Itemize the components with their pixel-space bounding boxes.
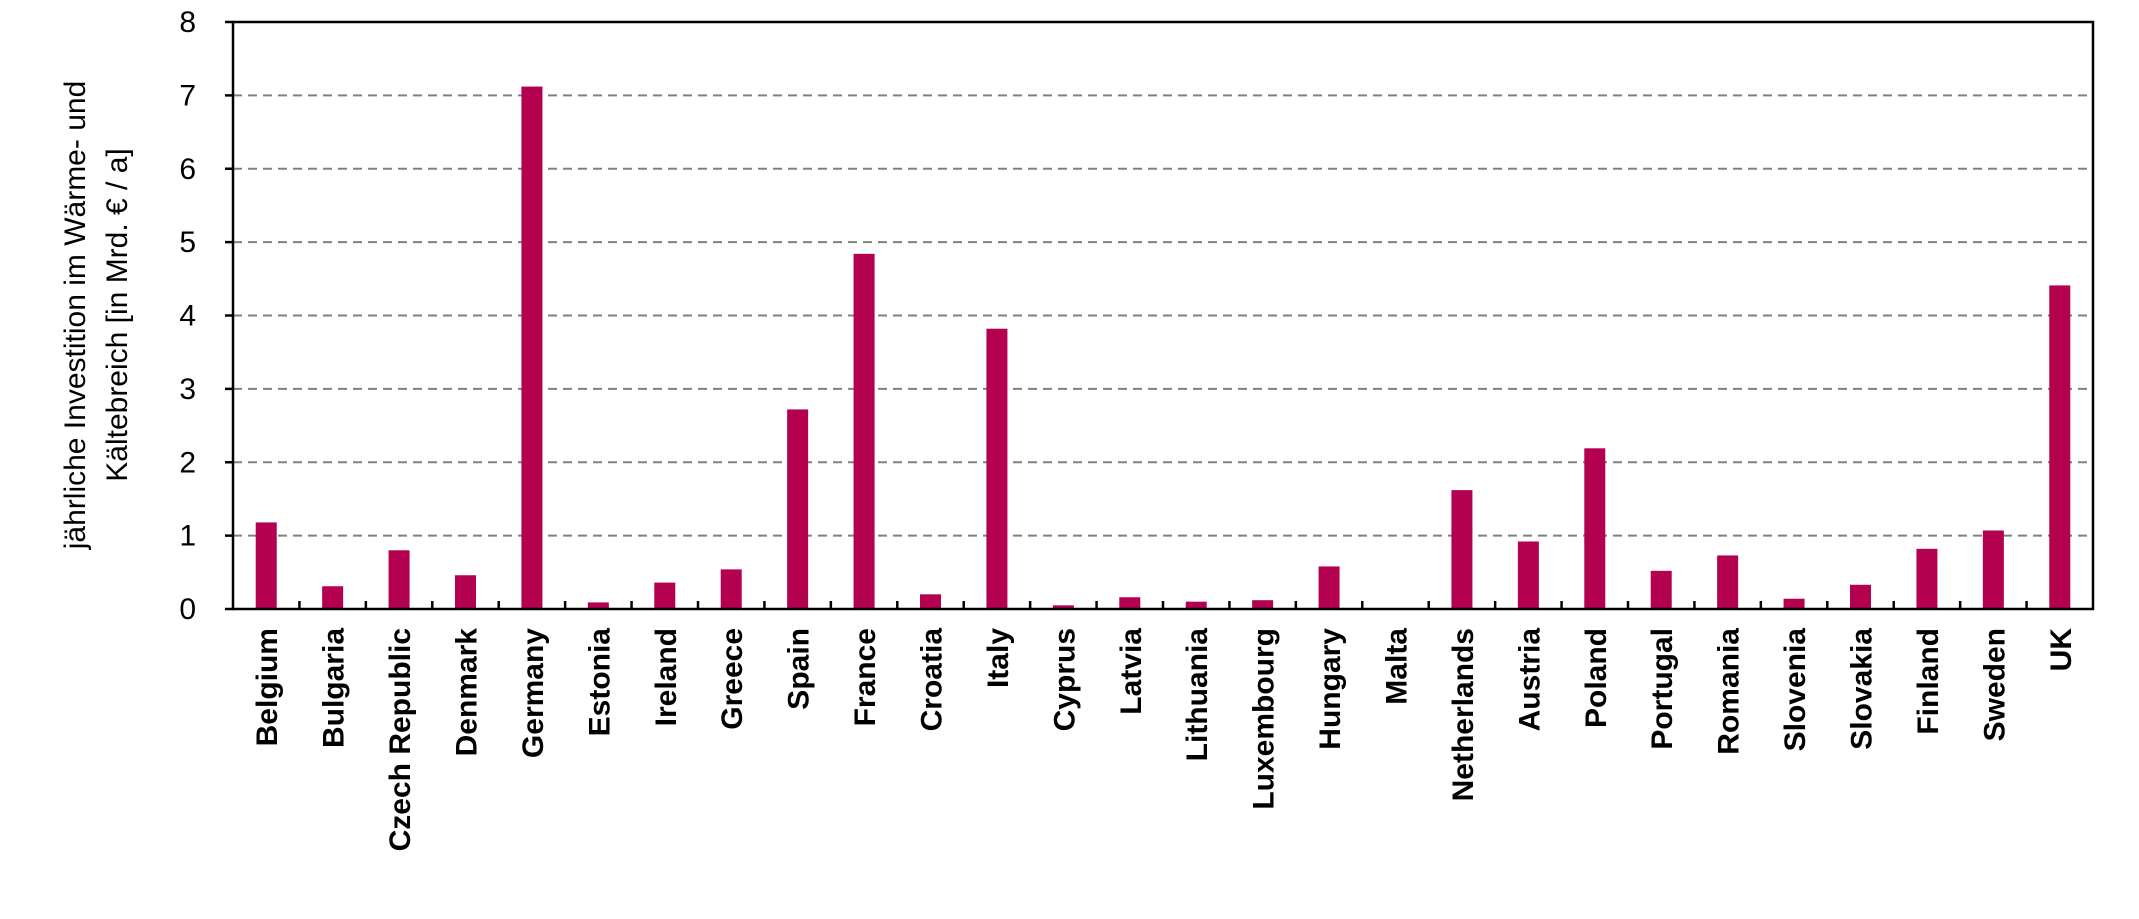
bar-lithuania: [1185, 601, 1207, 609]
category-label-croatia: Croatia: [916, 628, 949, 732]
category-label-romania: Romania: [1713, 628, 1746, 755]
bar-denmark: [455, 575, 476, 609]
bar-poland: [1584, 448, 1606, 609]
bar-latvia: [1119, 597, 1141, 609]
category-label-austria: Austria: [1513, 628, 1546, 732]
category-label-finland: Finland: [1912, 628, 1945, 735]
bar-belgium: [255, 522, 277, 609]
bar-greece: [720, 569, 742, 609]
category-label-slovakia: Slovakia: [1846, 628, 1879, 750]
y-tick-label-7: 7: [179, 79, 196, 112]
bar-hungary: [1318, 566, 1340, 609]
category-label-malta: Malta: [1381, 628, 1414, 705]
bar-uk: [2049, 285, 2071, 609]
category-label-belgium: Belgium: [251, 628, 284, 746]
bar-italy: [986, 328, 1008, 609]
category-label-cyprus: Cyprus: [1048, 628, 1081, 731]
y-axis-title-line-1: jährliche Investition im Wärme- und: [59, 81, 92, 551]
x-axis-ticks: [298, 601, 2028, 609]
bar-germany: [521, 86, 543, 609]
category-label-ireland: Ireland: [650, 628, 683, 726]
x-axis-category-labels: Belgium Bulgaria Czech Republic Denmark Germ…: [251, 628, 2078, 852]
bar-croatia: [920, 594, 941, 609]
category-label-slovenia: Slovenia: [1779, 628, 1812, 752]
bar-cyprus: [1052, 605, 1074, 609]
y-tick-label-3: 3: [179, 373, 196, 406]
category-label-uk: UK: [2045, 628, 2078, 672]
gridlines: [233, 94, 2093, 537]
category-label-luxembourg: Luxembourg: [1248, 628, 1281, 810]
y-axis-title-line-2: Kältebreich [in Mrd. € / a]: [101, 148, 134, 482]
y-axis-tick-labels: 0 1 2 3 4 5 6 7 8: [179, 6, 196, 626]
bar-estonia: [587, 602, 609, 609]
bar-portugal: [1650, 570, 1672, 609]
bar-netherlands: [1451, 490, 1473, 609]
bar-luxembourg: [1252, 600, 1274, 609]
category-label-sweden: Sweden: [1978, 628, 2011, 741]
category-label-italy: Italy: [982, 628, 1015, 688]
bar-finland: [1916, 548, 1938, 609]
y-tick-label-2: 2: [179, 446, 196, 479]
category-label-czech-republic: Czech Republic: [384, 628, 417, 851]
y-tick-label-4: 4: [179, 300, 196, 333]
category-label-portugal: Portugal: [1646, 628, 1679, 750]
y-tick-label-6: 6: [179, 153, 196, 186]
category-label-france: France: [849, 628, 882, 726]
bar-czech-republic: [388, 550, 410, 609]
y-tick-label-8: 8: [179, 6, 196, 39]
bar-slovenia: [1783, 598, 1805, 609]
y-tick-label-1: 1: [179, 520, 196, 553]
y-tick-label-5: 5: [179, 226, 196, 259]
y-axis-ticks: [225, 20, 233, 611]
category-label-latvia: Latvia: [1115, 628, 1148, 715]
category-label-poland: Poland: [1580, 628, 1613, 728]
bar-sweden: [1982, 530, 2004, 609]
category-label-spain: Spain: [783, 628, 816, 710]
bar-romania: [1717, 555, 1739, 609]
category-label-hungary: Hungary: [1314, 628, 1347, 750]
bar-spain: [787, 409, 809, 609]
bar-france: [853, 253, 875, 610]
category-label-netherlands: Netherlands: [1447, 628, 1480, 801]
bar-slovakia: [1850, 584, 1871, 609]
category-label-greece: Greece: [716, 628, 749, 730]
y-tick-label-0: 0: [179, 593, 196, 626]
category-label-estonia: Estonia: [583, 628, 616, 737]
bar-austria: [1517, 541, 1539, 609]
bar-bulgaria: [322, 586, 344, 609]
category-label-bulgaria: Bulgaria: [318, 628, 351, 748]
bar-ireland: [654, 582, 676, 609]
y-axis-title: jährliche Investition im Wärme- und Kält…: [59, 81, 134, 551]
category-label-germany: Germany: [517, 628, 550, 758]
category-label-lithuania: Lithuania: [1181, 628, 1214, 762]
category-label-denmark: Denmark: [451, 628, 484, 757]
bars: [255, 86, 2071, 610]
